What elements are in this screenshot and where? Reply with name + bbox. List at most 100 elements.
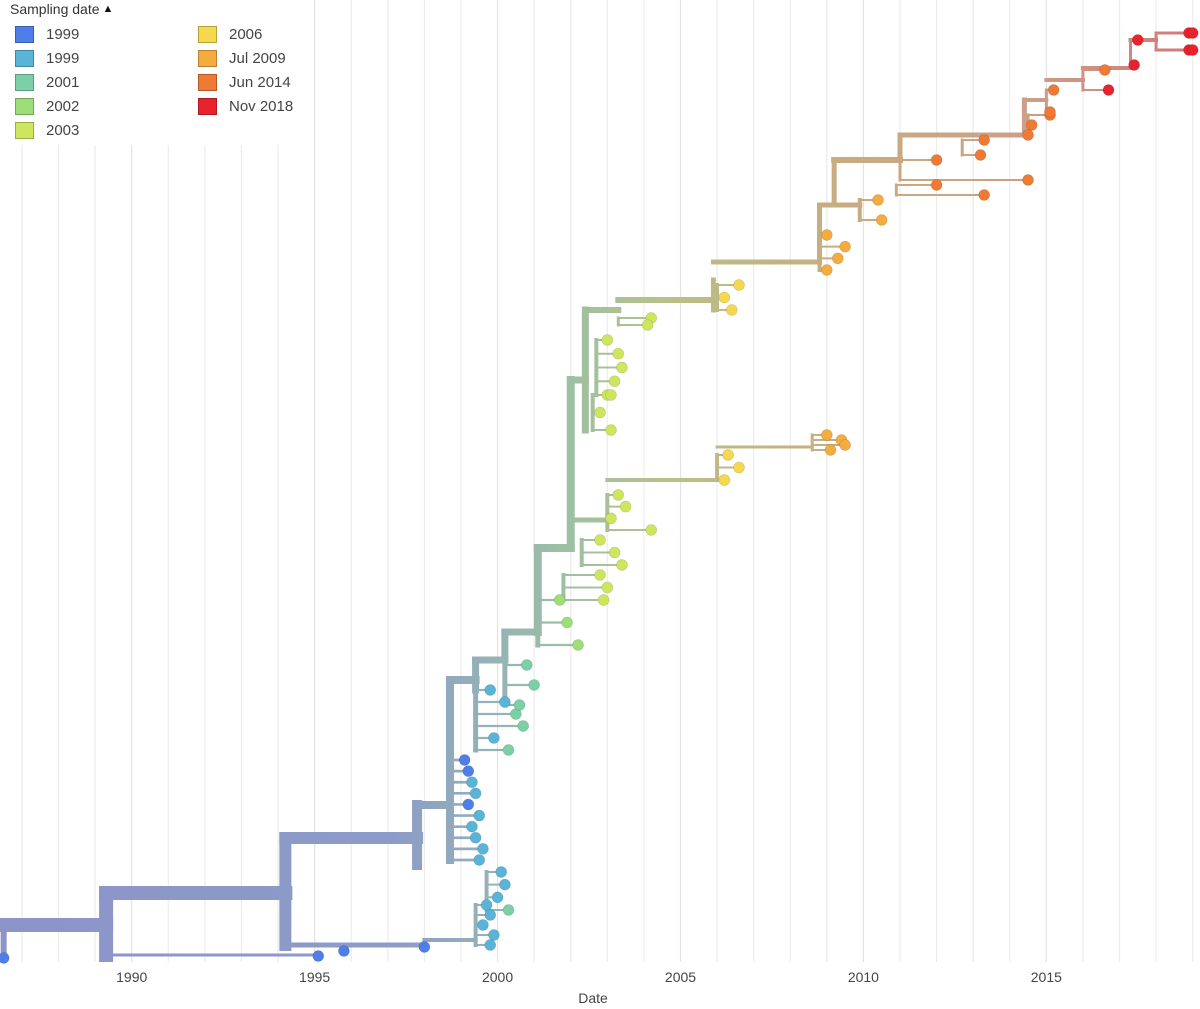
tip-node[interactable] [718, 474, 731, 486]
legend-item[interactable]: Jun 2014 [198, 74, 291, 91]
legend-item[interactable]: 2002 [15, 98, 79, 115]
tip-node[interactable] [605, 389, 617, 401]
tip-node[interactable] [872, 194, 884, 206]
legend-item[interactable]: 2006 [198, 26, 262, 43]
legend-swatch [15, 98, 34, 115]
tip-node[interactable] [338, 945, 350, 957]
tip-node[interactable] [820, 229, 833, 241]
tip-node[interactable] [612, 347, 625, 360]
tip-node[interactable] [561, 616, 573, 629]
tip-node[interactable] [473, 854, 486, 866]
tip-node[interactable] [594, 569, 606, 581]
tip-node[interactable] [608, 546, 621, 559]
tip-node[interactable] [488, 732, 500, 744]
x-axis-label: Date [578, 990, 608, 1006]
tip-node[interactable] [488, 929, 500, 941]
tip-node[interactable] [722, 449, 734, 461]
tip-node[interactable] [0, 952, 10, 964]
tip-node[interactable] [619, 500, 632, 513]
tip-node[interactable] [520, 659, 533, 671]
tip-node[interactable] [930, 154, 943, 166]
tip-node[interactable] [473, 809, 486, 822]
tip-node[interactable] [513, 699, 526, 711]
tip-node[interactable] [469, 831, 482, 844]
tip-node[interactable] [839, 439, 852, 451]
tip-node[interactable] [458, 754, 471, 766]
tip-node[interactable] [477, 919, 489, 931]
tip-node[interactable] [733, 461, 745, 474]
tip-node[interactable] [641, 319, 654, 331]
tip-node[interactable] [616, 361, 628, 374]
tip-node[interactable] [1022, 174, 1034, 186]
tip-node[interactable] [502, 744, 515, 756]
tip-node[interactable] [418, 941, 431, 953]
tip-node[interactable] [553, 594, 566, 606]
legend-item[interactable]: 2003 [15, 122, 79, 139]
tip-node[interactable] [498, 696, 511, 708]
legend-item[interactable]: Nov 2018 [198, 98, 293, 115]
tip-node[interactable] [480, 899, 493, 911]
tip-node[interactable] [484, 909, 497, 921]
tip-node[interactable] [495, 866, 508, 878]
tip-node[interactable] [502, 904, 515, 916]
tip-node[interactable] [572, 639, 584, 651]
tip-node[interactable] [484, 939, 497, 951]
tip-node[interactable] [462, 765, 475, 778]
tip-node[interactable] [491, 891, 504, 904]
tip-node[interactable] [824, 444, 837, 456]
tip-node[interactable] [1047, 84, 1060, 96]
tip-node[interactable] [1102, 84, 1115, 96]
tip-node[interactable] [462, 798, 475, 811]
tip-node[interactable] [1186, 27, 1199, 39]
tip-node[interactable] [978, 134, 991, 146]
tip-node[interactable] [1098, 64, 1111, 76]
tip-node[interactable] [612, 489, 625, 501]
legend-label: 2001 [46, 74, 80, 91]
tip-node[interactable] [1131, 34, 1144, 46]
tip-node[interactable] [608, 375, 621, 388]
tip-node[interactable] [605, 512, 617, 525]
legend-item[interactable]: 1999 [15, 26, 79, 43]
tip-node[interactable] [605, 424, 617, 436]
tip-node[interactable] [974, 149, 987, 161]
legend-label: Jul 2009 [229, 50, 286, 67]
tip-node[interactable] [498, 878, 511, 891]
tip-node[interactable] [466, 776, 478, 789]
tip-node[interactable] [820, 429, 833, 441]
tip-node[interactable] [930, 179, 943, 191]
tip-node[interactable] [725, 304, 738, 316]
tip-node[interactable] [477, 842, 489, 855]
tip-node[interactable] [601, 581, 614, 594]
tip-node[interactable] [616, 559, 628, 571]
tip-node[interactable] [839, 240, 852, 253]
tip-node[interactable] [484, 684, 497, 696]
legend-item[interactable]: 2001 [15, 74, 79, 91]
tip-node[interactable] [1025, 119, 1038, 131]
tip-node[interactable] [469, 787, 482, 800]
x-axis: Date 1990 1995 2000 2005 2010 2015 [116, 969, 1062, 1006]
tip-node[interactable] [1186, 44, 1199, 56]
legend-item[interactable]: 1999 [15, 50, 79, 67]
tip-node[interactable] [831, 252, 844, 265]
legend: Sampling date ▲ 1999 1999 2001 2002 2003 2006… [0, 0, 300, 145]
tip-node[interactable] [312, 950, 325, 962]
tip-node[interactable] [1128, 59, 1141, 71]
tip-node[interactable] [597, 594, 610, 606]
tips [0, 27, 1199, 964]
tip-node[interactable] [645, 524, 658, 536]
tip-node[interactable] [1044, 106, 1056, 118]
legend-toggle[interactable]: Sampling date ▲ [10, 1, 113, 17]
tip-node[interactable] [733, 279, 745, 291]
tip-node[interactable] [978, 189, 991, 201]
tip-node[interactable] [594, 534, 606, 546]
tip-node[interactable] [820, 264, 833, 276]
tip-node[interactable] [594, 406, 606, 419]
legend-item[interactable]: Jul 2009 [198, 50, 286, 67]
tip-node[interactable] [875, 214, 888, 226]
tip-node[interactable] [601, 334, 614, 346]
tip-node[interactable] [466, 820, 478, 833]
tip-node[interactable] [718, 291, 731, 304]
tip-node[interactable] [517, 720, 530, 732]
tip-node[interactable] [528, 679, 541, 691]
tip-node[interactable] [1022, 129, 1034, 141]
